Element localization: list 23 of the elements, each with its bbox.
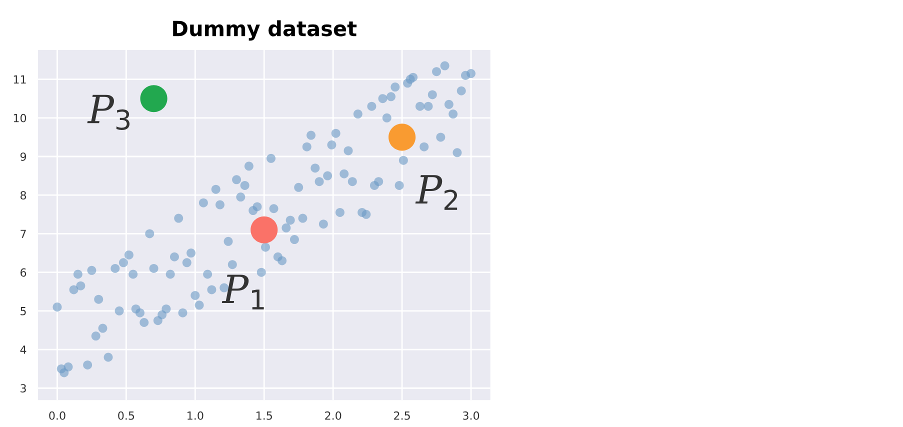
x-tick-label: 0.0 bbox=[49, 411, 66, 420]
y-tick-label: 3 bbox=[20, 384, 26, 393]
x-tick-label: 2.0 bbox=[325, 411, 342, 420]
point bbox=[250, 216, 278, 244]
point bbox=[140, 85, 168, 112]
point bbox=[388, 124, 416, 151]
y-tick-label: 5 bbox=[20, 307, 26, 316]
y-tick-label: 8 bbox=[20, 191, 26, 200]
x-tick-label: 1.5 bbox=[256, 412, 272, 420]
y-tick-label: 7 bbox=[20, 230, 26, 238]
x-tick-label: 3.0 bbox=[463, 411, 480, 420]
y-tick-label: 6 bbox=[20, 268, 26, 277]
annotation: P$_{1}$ bbox=[222, 274, 264, 310]
x-tick-label: 0.5 bbox=[118, 411, 134, 420]
annotation: P$_{3}$ bbox=[87, 94, 130, 130]
annotation: P$_{2}$ bbox=[415, 175, 458, 210]
y-tick-label: 9 bbox=[20, 152, 26, 161]
x-tick-label: 2.5 bbox=[394, 411, 410, 420]
y-tick-label: 11 bbox=[14, 75, 26, 84]
y-tick-label: 10 bbox=[14, 114, 26, 122]
chart-title: Dummy dataset bbox=[173, 20, 357, 41]
y-tick-label: 4 bbox=[20, 346, 26, 354]
x-tick-label: 1.0 bbox=[188, 411, 204, 420]
